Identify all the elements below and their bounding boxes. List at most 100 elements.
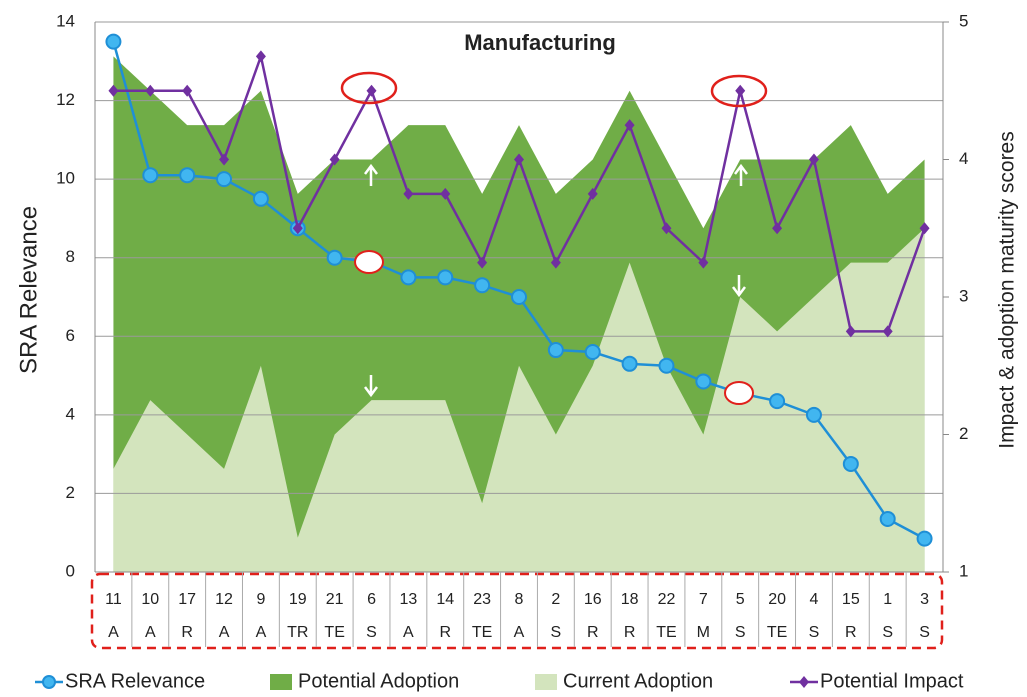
point — [842, 455, 859, 472]
y-tick-label: 6 — [66, 326, 75, 345]
x-tick-code: TR — [287, 624, 308, 641]
y-tick-label: 8 — [66, 247, 75, 266]
arrow — [364, 375, 378, 398]
point — [805, 406, 822, 423]
legend-label: Potential Impact — [820, 670, 964, 692]
highlight — [710, 74, 768, 108]
x-tick-code: A — [145, 624, 156, 641]
arrow — [364, 163, 378, 186]
y-tick-label: 0 — [66, 561, 75, 580]
x-tick-code: S — [809, 624, 820, 641]
x-tick-code: R — [845, 624, 857, 641]
point — [477, 256, 488, 269]
point — [145, 84, 156, 97]
y2-tick-label: 4 — [959, 149, 968, 168]
point — [698, 256, 709, 269]
point — [142, 167, 159, 184]
x-tick-label: 1 — [883, 591, 892, 608]
point — [514, 153, 524, 166]
point — [400, 269, 417, 286]
x-tick-code: S — [882, 624, 893, 641]
arrow — [732, 275, 746, 298]
legend-swatch — [799, 676, 809, 688]
point — [624, 119, 635, 132]
y2-tick-label: 3 — [959, 286, 968, 305]
x-tick-code: A — [514, 624, 525, 641]
x-tick-label: 16 — [584, 591, 602, 608]
x-tick-code: R — [181, 624, 193, 641]
x-tick-label: 6 — [367, 591, 376, 608]
x-tick-label: 3 — [920, 591, 929, 608]
y2-tick-label: 2 — [959, 424, 968, 443]
x-tick-code: S — [919, 624, 930, 641]
y2-axis-title: Impact & adoption maturity scores — [996, 131, 1019, 448]
point — [179, 167, 196, 184]
point — [474, 277, 491, 294]
point — [547, 342, 564, 359]
x-tick-code: R — [624, 624, 636, 641]
point — [550, 256, 561, 269]
y-axis-title: SRA Relevance — [15, 206, 42, 374]
area — [113, 228, 925, 572]
point — [108, 84, 119, 97]
x-tick-label: 7 — [699, 591, 708, 608]
x-tick-code: S — [366, 624, 377, 641]
x-tick-label: 8 — [515, 591, 524, 608]
highlight — [354, 250, 384, 274]
x-tick-label: 19 — [289, 591, 307, 608]
x-tick-code: S — [735, 624, 746, 641]
arrow — [734, 163, 748, 186]
point — [326, 249, 343, 266]
y-tick-label: 10 — [56, 169, 75, 188]
point — [695, 373, 712, 390]
x-tick-label: 15 — [842, 591, 860, 608]
point — [329, 153, 340, 166]
legend-label: SRA Relevance — [65, 670, 205, 692]
point — [437, 269, 454, 286]
point — [105, 33, 122, 50]
x-tick-label: 5 — [736, 591, 745, 608]
point — [292, 222, 303, 235]
point — [735, 84, 746, 97]
highlight — [340, 71, 398, 105]
point — [845, 325, 856, 338]
point — [252, 190, 269, 207]
y-tick-label: 12 — [56, 90, 75, 109]
highlight — [724, 381, 754, 405]
x-tick-label: 12 — [215, 591, 233, 608]
x-tick-code: R — [587, 624, 599, 641]
x-tick-label: 21 — [326, 591, 344, 608]
x-tick-label: 10 — [141, 591, 159, 608]
chart-title: Manufacturing — [464, 30, 616, 55]
legend-swatch — [270, 674, 292, 690]
x-tick-label: 22 — [658, 591, 676, 608]
x-tick-code: S — [551, 624, 562, 641]
x-tick-label: 23 — [473, 591, 491, 608]
point — [879, 510, 896, 527]
point — [182, 84, 193, 97]
point — [658, 357, 675, 374]
y-tick-label: 4 — [66, 404, 75, 423]
x-tick-label: 9 — [256, 591, 265, 608]
point — [808, 153, 819, 166]
plot-area — [94, 21, 949, 573]
legend-swatch — [42, 675, 56, 689]
legend-label: Potential Adoption — [298, 670, 459, 692]
point — [621, 355, 638, 372]
point — [661, 222, 672, 235]
point — [511, 289, 527, 305]
x-tick-code: R — [439, 624, 451, 641]
point — [366, 84, 377, 97]
x-tick-label: 20 — [768, 591, 786, 608]
x-tick-label: 2 — [551, 591, 560, 608]
x-tick-code: M — [697, 624, 710, 641]
x-tick-code: TE — [472, 624, 492, 641]
x-tick-label: 17 — [178, 591, 196, 608]
x-tick-code: A — [256, 624, 267, 641]
y2-tick-label: 5 — [959, 11, 968, 30]
x-tick-code: A — [108, 624, 119, 641]
y2-tick-label: 1 — [959, 561, 968, 580]
point — [255, 50, 266, 63]
legend-label: Current Adoption — [563, 670, 713, 692]
